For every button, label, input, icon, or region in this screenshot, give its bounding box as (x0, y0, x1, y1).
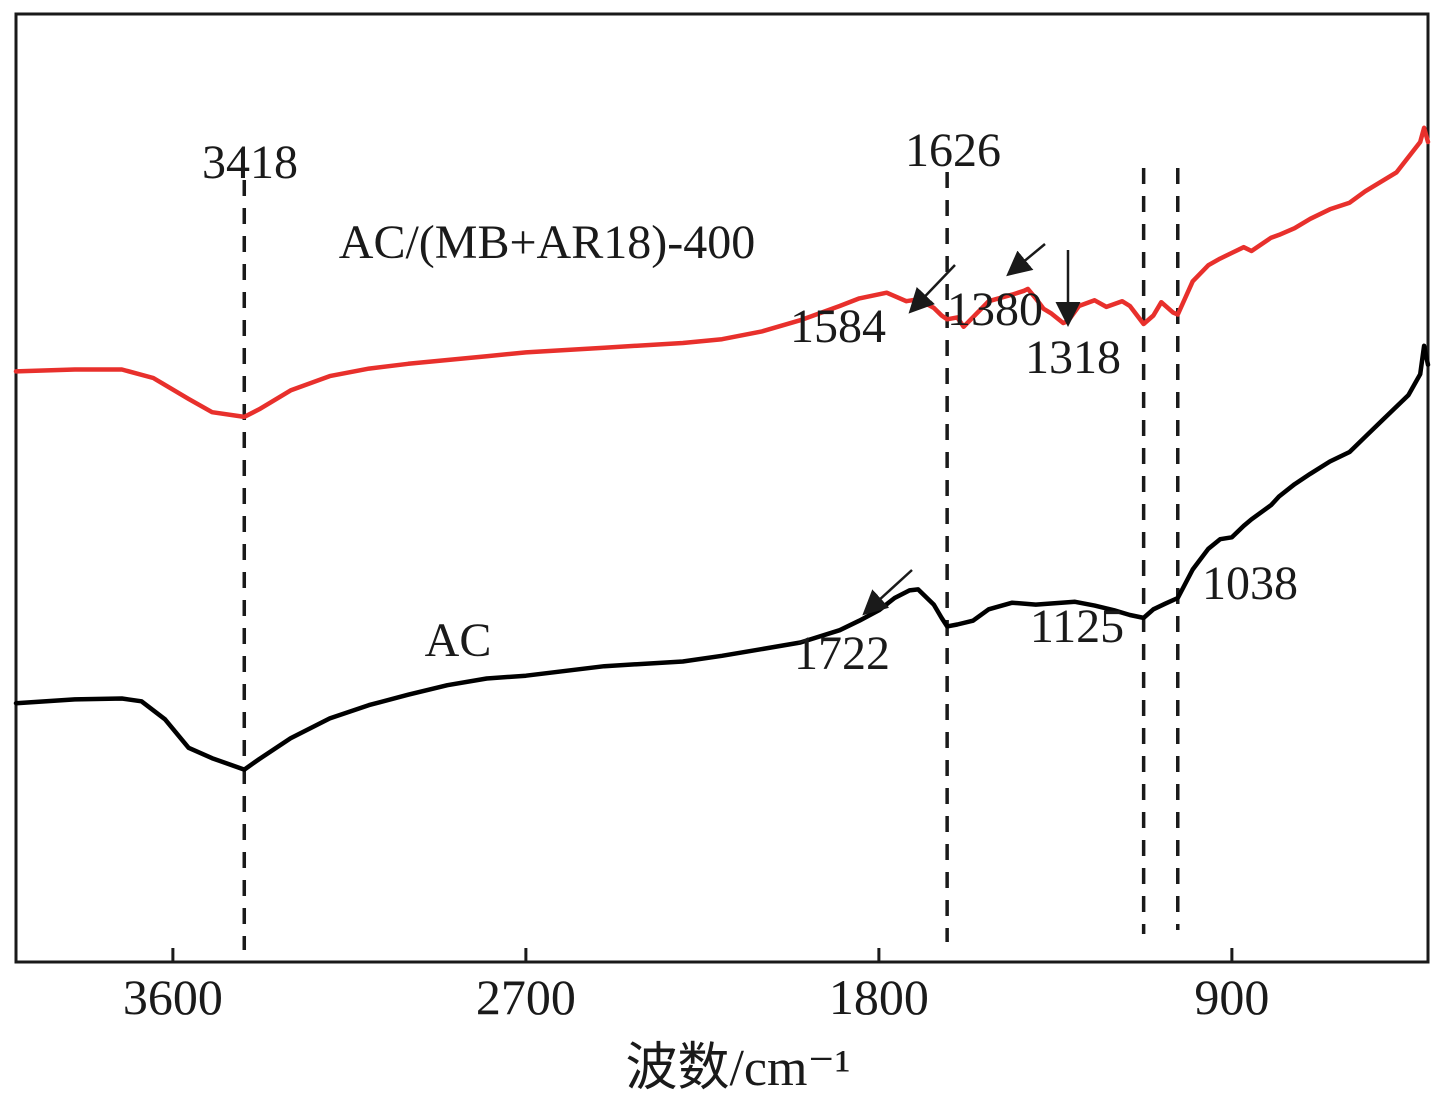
peak-label-1626: 1626 (905, 124, 1001, 177)
plot-layer: 3600 2700 1800 900 (13, 12, 1431, 1025)
peak-label-1722: 1722 (794, 627, 890, 680)
arrow-1380 (1006, 243, 1046, 277)
series-label-ac: AC (425, 614, 492, 667)
x-axis-label: 波数/cm⁻¹ (625, 1040, 850, 1097)
arrow-1584 (908, 264, 956, 314)
x-tick-label-2700: 2700 (476, 969, 576, 1025)
x-tick-label-1800: 1800 (829, 969, 929, 1025)
peak-label-1125: 1125 (1030, 600, 1124, 653)
x-tick-label-900: 900 (1194, 969, 1269, 1025)
arrow-1722 (862, 569, 913, 616)
plot-frame (14, 12, 1430, 964)
peak-label-1038: 1038 (1202, 557, 1298, 610)
series-line-1 (13, 343, 1431, 772)
series-line-0 (13, 125, 1431, 420)
peak-label-1318: 1318 (1025, 331, 1121, 384)
peak-label-1380: 1380 (947, 283, 1043, 336)
series-label-modified: AC/(MB+AR18)-400 (339, 216, 755, 269)
x-tick-label-3600: 3600 (123, 969, 223, 1025)
peak-label-1584: 1584 (790, 300, 886, 353)
peak-label-3418: 3418 (202, 136, 298, 189)
